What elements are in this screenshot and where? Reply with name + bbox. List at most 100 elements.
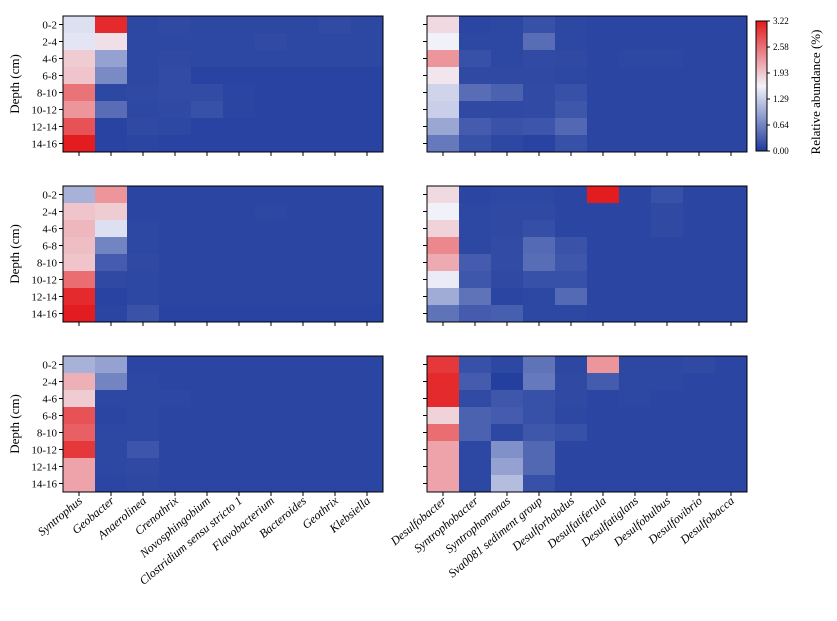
- heatmap-cell: [223, 220, 256, 238]
- heatmap-cell: [319, 33, 352, 51]
- heatmap-cell: [683, 33, 716, 51]
- heatmap-cell: [459, 424, 492, 442]
- heatmap-cell: [651, 135, 684, 153]
- heatmap-cell: [683, 441, 716, 459]
- heatmap-cell: [459, 458, 492, 476]
- depth-tick-label: 4-6: [42, 54, 57, 66]
- heatmap-cell: [287, 271, 320, 289]
- depth-tick-label: 4-6: [42, 394, 57, 406]
- heatmap-cell: [491, 220, 524, 238]
- depth-tick-label: 14-16: [31, 309, 57, 321]
- heatmap-cell: [63, 475, 96, 493]
- heatmap-cell: [715, 118, 748, 136]
- depth-tick-label: 10-12: [31, 445, 57, 457]
- heatmap-cell: [319, 305, 352, 323]
- heatmap-cell: [127, 356, 160, 374]
- heatmap-cell: [351, 67, 384, 85]
- heatmap-cell: [651, 271, 684, 289]
- heatmap-cell: [587, 254, 620, 272]
- heatmap-cell: [523, 67, 556, 85]
- heatmap-cell: [491, 118, 524, 136]
- heatmap-cell: [427, 220, 460, 238]
- depth-tick-label: 0-2: [42, 190, 57, 202]
- heatmap-cell: [491, 390, 524, 408]
- heatmap-cell: [159, 186, 192, 204]
- depth-tick-label: 6-8: [42, 241, 57, 253]
- heatmap-cell: [491, 101, 524, 119]
- depth-tick-label: 2-4: [42, 377, 57, 389]
- heatmap-cell: [491, 254, 524, 272]
- heatmap-cell: [127, 101, 160, 119]
- heatmap-cell: [287, 203, 320, 221]
- heatmap-cell: [427, 237, 460, 255]
- heatmap-cell: [319, 407, 352, 425]
- heatmap-cell: [651, 101, 684, 119]
- heatmap-cell: [523, 220, 556, 238]
- heatmap-cell: [127, 407, 160, 425]
- heatmap-cell: [491, 50, 524, 68]
- heatmap-cell: [555, 84, 588, 102]
- heatmap-cell: [491, 186, 524, 204]
- heatmap-cell: [555, 390, 588, 408]
- heatmap-cell: [427, 16, 460, 34]
- heatmap-cell: [491, 288, 524, 306]
- heatmap-cell: [223, 237, 256, 255]
- depth-tick-label: 8-10: [37, 428, 58, 440]
- heatmap-cell: [191, 475, 224, 493]
- heatmap-cell: [319, 203, 352, 221]
- heatmap-cell: [427, 441, 460, 459]
- heatmap-cell: [587, 118, 620, 136]
- heatmap-cell: [319, 441, 352, 459]
- heatmap-cell: [587, 135, 620, 153]
- heatmap-cell: [555, 254, 588, 272]
- heatmap-cell: [127, 441, 160, 459]
- heatmap-cell: [715, 33, 748, 51]
- heatmap-cell: [223, 101, 256, 119]
- heatmap-cell: [715, 424, 748, 442]
- heatmap-cell: [715, 407, 748, 425]
- heatmap-cell: [127, 305, 160, 323]
- heatmap-cell: [351, 84, 384, 102]
- heatmap-cell: [159, 356, 192, 374]
- heatmap-panel-row2-left: 0-2 2-4 4-6 6-8 8-10 10-12 12-14 14-16 Depth (cm…: [7, 185, 384, 326]
- heatmap-cell: [715, 237, 748, 255]
- heatmap-cell: [651, 67, 684, 85]
- heatmap-cell: [651, 390, 684, 408]
- heatmap-cell: [255, 186, 288, 204]
- heatmap-panel-row1-right: [423, 15, 748, 156]
- heatmap-cell: [351, 305, 384, 323]
- heatmap-cell: [159, 50, 192, 68]
- heatmap-cell: [523, 186, 556, 204]
- heatmap-cell: [491, 237, 524, 255]
- heatmap-cell: [223, 203, 256, 221]
- heatmap-cell: [427, 424, 460, 442]
- heatmap-cell: [191, 424, 224, 442]
- heatmap-cell: [351, 390, 384, 408]
- heatmap-cell: [319, 373, 352, 391]
- heatmap-cell: [587, 33, 620, 51]
- heatmap-cell: [587, 288, 620, 306]
- heatmap-cell: [651, 475, 684, 493]
- heatmap-cell: [683, 288, 716, 306]
- heatmap-cell: [715, 356, 748, 374]
- colorbar-tick-label: 3.22: [773, 16, 789, 26]
- heatmap-cell: [555, 441, 588, 459]
- heatmap-cell: [159, 305, 192, 323]
- heatmap-cell: [459, 237, 492, 255]
- heatmap-cell: [651, 237, 684, 255]
- heatmap-cell: [523, 475, 556, 493]
- heatmap-cell: [63, 33, 96, 51]
- heatmap-cell: [287, 458, 320, 476]
- heatmap-cell: [63, 458, 96, 476]
- heatmap-cell: [95, 101, 128, 119]
- heatmap-cell: [587, 203, 620, 221]
- heatmap-cell: [319, 390, 352, 408]
- heatmap-cell: [619, 135, 652, 153]
- heatmap-cell: [223, 356, 256, 374]
- heatmap-cell: [651, 441, 684, 459]
- heatmap-cell: [191, 33, 224, 51]
- heatmap-cell: [491, 16, 524, 34]
- heatmap-cell: [223, 67, 256, 85]
- heatmap-cell: [459, 118, 492, 136]
- heatmap-cell: [191, 135, 224, 153]
